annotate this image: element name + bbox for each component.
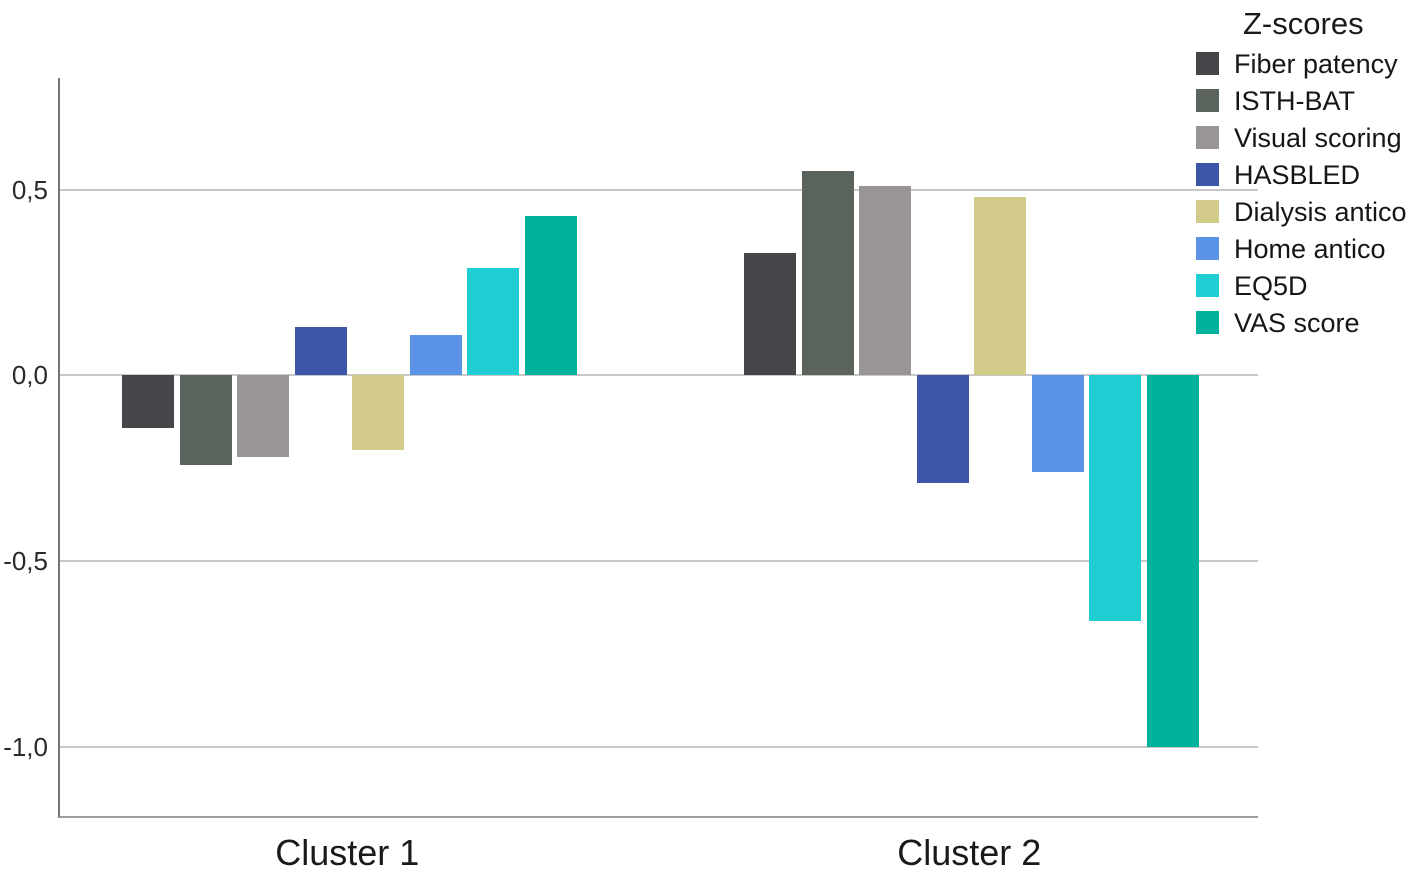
bar-cluster-1-eq5d: [467, 267, 519, 376]
legend-item-hasbled: HASBLED: [1196, 156, 1416, 193]
legend-label: ISTH-BAT: [1234, 85, 1355, 116]
bar-cluster-2-fiber-patency: [744, 252, 796, 376]
legend-title: Z-scores: [1243, 6, 1364, 41]
legend-swatch-icon: [1196, 274, 1219, 297]
bar-cluster-1-home-antico: [409, 334, 462, 376]
bar-cluster-2-visual-scoring: [859, 185, 911, 376]
legend-item-eq5d: EQ5D: [1196, 267, 1416, 304]
gridline-0-5: [60, 560, 1258, 563]
bar-cluster-2-hasbled: [916, 375, 969, 484]
bar-cluster-2-dialysis-antico: [974, 196, 1026, 376]
y-tick-label-0-0: 0,0: [11, 360, 48, 391]
legend-label: EQ5D: [1234, 270, 1308, 301]
bar-cluster-2-isth-bat: [801, 170, 854, 376]
legend-swatch-icon: [1196, 126, 1219, 149]
legend-swatch-icon: [1196, 237, 1219, 260]
legend-swatch-icon: [1196, 311, 1219, 334]
bar-cluster-1-hasbled: [294, 327, 347, 376]
plot-area: [58, 78, 1258, 818]
legend: Z-scores Fiber patency ISTH-BAT Visual sco…: [1196, 6, 1416, 341]
legend-item-dialysis-antico: Dialysis antico: [1196, 193, 1416, 230]
y-tick-label-0-5: -0,5: [3, 546, 48, 577]
legend-label: Visual scoring: [1234, 122, 1402, 153]
bar-cluster-2-home-antico: [1031, 375, 1084, 473]
bar-cluster-1-fiber-patency: [122, 375, 174, 428]
legend-item-isth-bat: ISTH-BAT: [1196, 82, 1416, 119]
x-category-label-cluster-1: Cluster 1: [275, 832, 420, 873]
legend-swatch-icon: [1196, 200, 1219, 223]
legend-item-vas-score: VAS score: [1196, 304, 1416, 341]
gridline-1-0: [60, 746, 1258, 749]
legend-label: Fiber patency: [1234, 48, 1398, 79]
bar-cluster-1-vas-score: [524, 215, 577, 376]
bar-cluster-1-dialysis-antico: [352, 375, 404, 450]
legend-item-home-antico: Home antico: [1196, 230, 1416, 267]
x-category-label-cluster-2: Cluster 2: [897, 832, 1042, 873]
legend-label: VAS score: [1234, 307, 1360, 338]
bar-cluster-2-vas-score: [1146, 375, 1199, 748]
legend-swatch-icon: [1196, 89, 1219, 112]
y-tick-label-1-0: -1,0: [3, 732, 48, 763]
legend-items: Fiber patency ISTH-BAT Visual scoring HASBL…: [1196, 45, 1416, 341]
legend-label: HASBLED: [1234, 159, 1361, 190]
bar-cluster-1-visual-scoring: [237, 375, 289, 458]
gridline-0-0: [60, 374, 1258, 377]
legend-item-fiber-patency: Fiber patency: [1196, 45, 1416, 82]
y-tick-label-0-5: 0,5: [11, 174, 48, 205]
legend-label: Home antico: [1234, 233, 1386, 264]
bar-cluster-2-eq5d: [1089, 375, 1141, 621]
legend-swatch-icon: [1196, 163, 1219, 186]
legend-swatch-icon: [1196, 52, 1219, 75]
legend-item-visual-scoring: Visual scoring: [1196, 119, 1416, 156]
legend-label: Dialysis antico: [1234, 196, 1407, 227]
bar-cluster-1-isth-bat: [179, 375, 232, 465]
gridline-0-5: [60, 188, 1258, 191]
